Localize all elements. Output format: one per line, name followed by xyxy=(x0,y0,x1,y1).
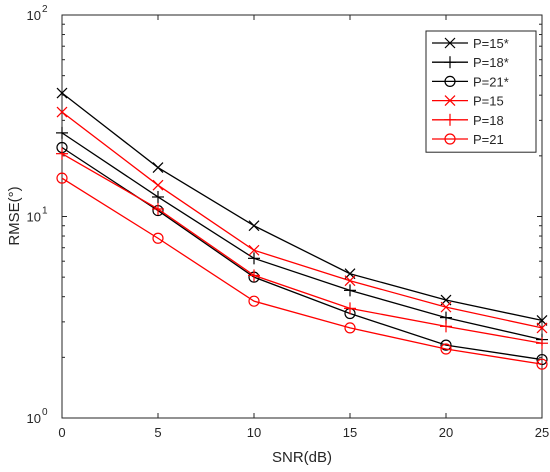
data-point xyxy=(344,322,356,334)
legend: P=15* P=18* P=21* P=15 P=18 P=21 xyxy=(425,30,537,153)
legend-label: P=21 xyxy=(473,132,504,147)
series-line xyxy=(61,153,543,344)
data-point xyxy=(440,343,452,355)
data-point xyxy=(536,358,548,370)
data-point xyxy=(152,179,164,191)
y-tick-exponent: 0 xyxy=(42,407,48,418)
x-axis-label: SNR(dB) xyxy=(272,449,332,466)
x-tick-label: 5 xyxy=(154,425,161,440)
series-layer xyxy=(56,87,548,370)
data-point xyxy=(152,162,164,173)
legend-label: P=18* xyxy=(473,55,509,70)
legend-marker xyxy=(444,56,456,69)
legend-item: P=21 xyxy=(432,132,504,147)
data-point xyxy=(536,337,548,350)
series xyxy=(56,172,548,370)
legend-label: P=15 xyxy=(473,94,504,109)
series-line xyxy=(61,92,543,322)
legend-marker xyxy=(444,75,456,88)
data-point xyxy=(440,301,452,313)
data-point xyxy=(56,147,68,160)
y-tick-label: 10 xyxy=(27,210,41,225)
y-tick-label: 10 xyxy=(27,8,41,23)
data-point xyxy=(152,232,164,244)
x-tick-label: 0 xyxy=(58,425,65,440)
data-point xyxy=(152,190,164,203)
data-point xyxy=(248,220,260,232)
series xyxy=(56,106,548,334)
x-tick-label: 20 xyxy=(439,425,453,440)
legend-label: P=18 xyxy=(473,113,504,128)
data-point xyxy=(248,295,260,307)
legend-item: P=21* xyxy=(432,74,509,89)
series xyxy=(56,87,548,326)
legend-label: P=21* xyxy=(473,74,509,89)
y-tick-exponent: 2 xyxy=(42,4,48,15)
legend-label: P=15* xyxy=(473,36,509,51)
data-point xyxy=(248,269,260,282)
legend-item: P=18 xyxy=(432,113,504,128)
legend-marker xyxy=(444,37,456,49)
legend-marker xyxy=(444,113,456,126)
y-tick-exponent: 1 xyxy=(42,206,48,217)
legend-marker xyxy=(444,133,456,145)
data-point xyxy=(56,126,68,139)
data-point xyxy=(56,106,68,118)
data-point xyxy=(440,339,452,351)
data-point xyxy=(344,275,356,287)
data-point xyxy=(440,320,452,333)
y-axis-label: RMSE(°) xyxy=(6,186,23,245)
series-line xyxy=(61,177,543,365)
data-point xyxy=(344,284,356,297)
legend-marker xyxy=(444,95,456,107)
data-point xyxy=(248,244,260,256)
data-point xyxy=(344,302,356,315)
data-point xyxy=(248,252,260,265)
data-point xyxy=(152,202,164,215)
data-point xyxy=(536,322,548,334)
series-line xyxy=(61,111,543,329)
legend-item: P=18* xyxy=(432,55,509,70)
x-tick-label: 15 xyxy=(343,425,357,440)
series xyxy=(56,147,548,350)
legend-item: P=15* xyxy=(432,36,509,51)
legend-item: P=15 xyxy=(432,94,504,109)
legend-box xyxy=(425,30,537,153)
x-tick-label: 25 xyxy=(535,425,549,440)
data-point xyxy=(536,353,548,366)
series-line xyxy=(61,132,543,341)
x-tick-label: 10 xyxy=(247,425,261,440)
y-tick-label: 10 xyxy=(27,411,41,426)
data-point xyxy=(56,87,68,99)
data-point xyxy=(56,172,68,184)
